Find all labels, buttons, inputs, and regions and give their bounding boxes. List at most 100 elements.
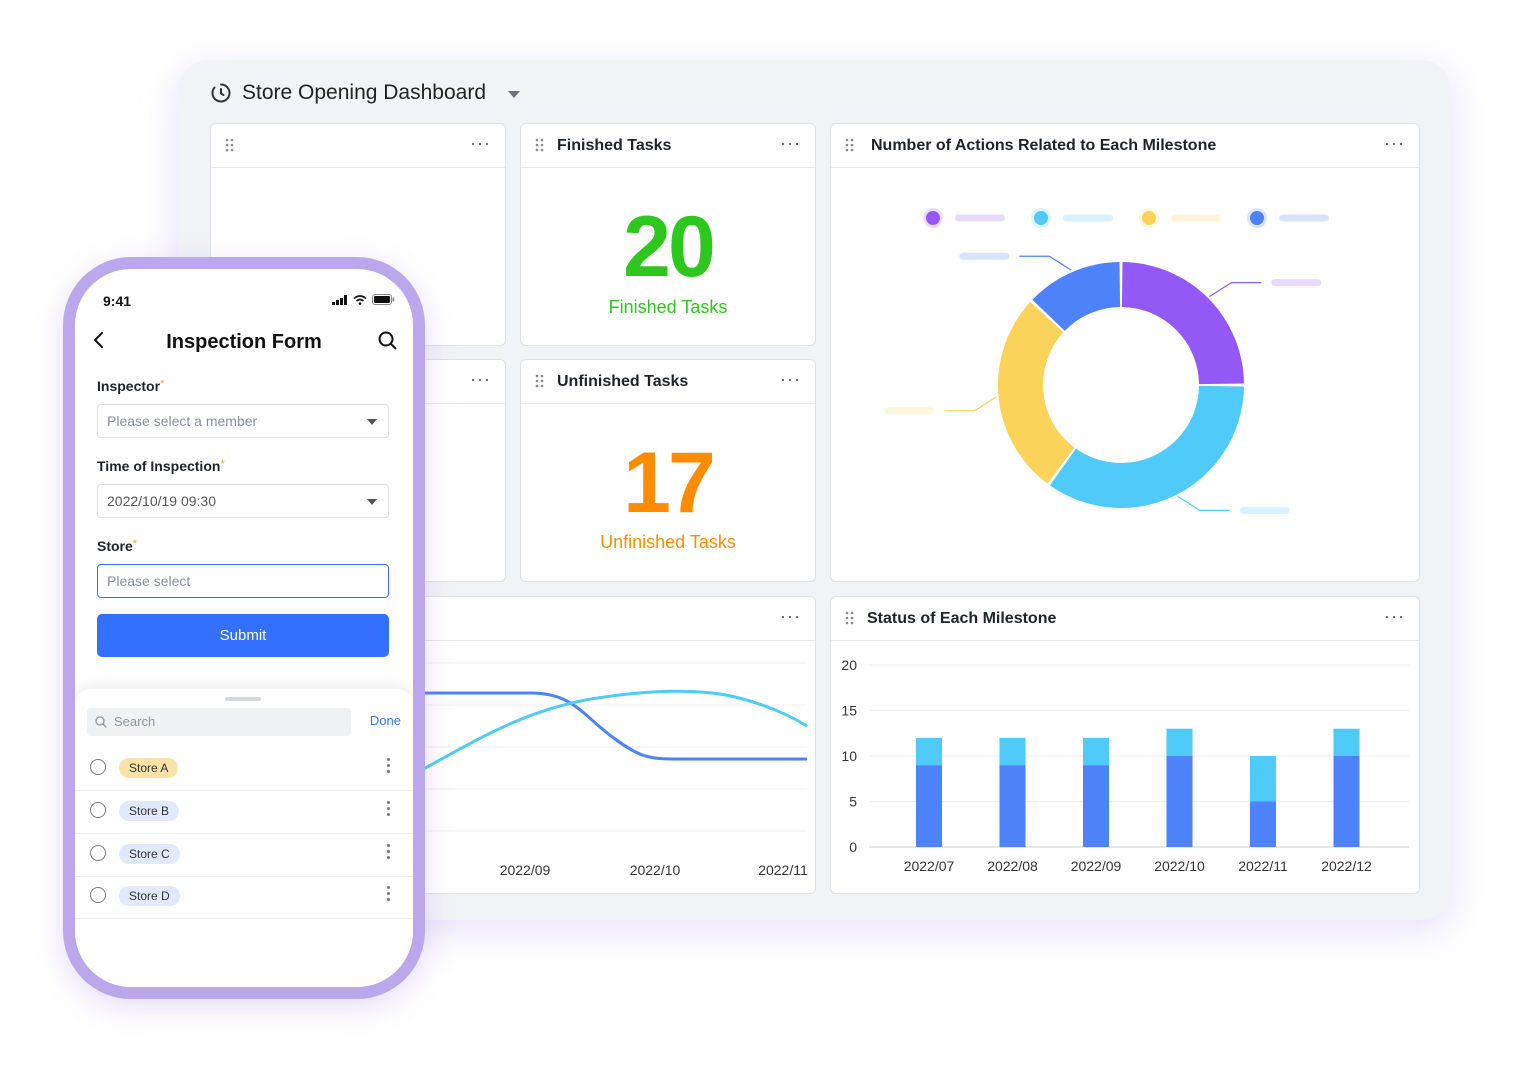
- more-options-icon[interactable]: ···: [780, 133, 801, 153]
- battery-icon: [372, 294, 395, 305]
- bar-y-tick-label: 5: [849, 794, 857, 810]
- list-item[interactable]: Store C: [75, 833, 413, 877]
- drag-handle-icon[interactable]: [845, 138, 855, 152]
- drag-handle-icon[interactable]: [535, 138, 545, 152]
- bar-y-tick-label: 15: [841, 703, 857, 719]
- time-select[interactable]: 2022/10/19 09:30: [97, 484, 389, 518]
- donut-label-placeholder: [1239, 506, 1290, 514]
- line-x-tick-label: 2022/10: [630, 862, 681, 878]
- bar-x-tick-label: 2022/09: [1071, 858, 1122, 874]
- list-item[interactable]: Store B: [75, 790, 413, 834]
- donut-leader-line: [1209, 282, 1262, 298]
- card-milestone-status: Status of Each Milestone ··· 0 5 10 15 20 20…: [830, 596, 1420, 894]
- kebab-menu-icon[interactable]: [387, 758, 391, 776]
- required-marker: *: [160, 378, 165, 390]
- more-options-icon[interactable]: ···: [1384, 606, 1405, 626]
- finished-tasks-label: Finished Tasks: [608, 297, 728, 317]
- bar-chart: 0 5 10 15 20 2022/07 2022/08 2022/09 2022/10 202…: [841, 657, 1409, 874]
- inspector-select[interactable]: Please select a member: [97, 404, 389, 438]
- required-marker: *: [132, 538, 138, 550]
- kebab-menu-icon[interactable]: [387, 886, 391, 904]
- bar-segment: [999, 765, 1026, 847]
- store-tag: Store B: [119, 801, 180, 821]
- card-header: ···: [211, 597, 815, 641]
- card-header: Unfinished Tasks ···: [521, 360, 815, 404]
- search-icon[interactable]: [378, 331, 397, 350]
- drag-handle-icon[interactable]: [845, 611, 855, 625]
- legend-label-placeholder: [955, 214, 1005, 222]
- legend-label-placeholder: [1063, 214, 1113, 222]
- dropdown-arrow-icon: [367, 499, 377, 505]
- donut-leader-line: [944, 396, 997, 412]
- card-header: Number of Actions Related to Each Milest…: [831, 124, 1419, 168]
- picker-search-input[interactable]: Search: [87, 708, 351, 736]
- card-title: Number of Actions Related to Each Milest…: [871, 136, 1217, 154]
- radio-button[interactable]: [90, 759, 106, 775]
- card-unfinished-tasks: Unfinished Tasks ··· 17 Unfinished Tasks: [520, 359, 816, 582]
- donut-slice: [1121, 262, 1244, 385]
- drag-handle-icon[interactable]: [535, 374, 545, 388]
- bar-segment: [916, 765, 942, 847]
- bar-x-tick-label: 2022/12: [1321, 858, 1372, 874]
- unfinished-tasks-label: Unfinished Tasks: [600, 532, 736, 552]
- status-bar-time: 9:41: [103, 293, 132, 309]
- list-item[interactable]: Store A: [75, 747, 413, 791]
- status-bar-icons: [332, 294, 395, 305]
- store-label: Store*: [97, 538, 137, 554]
- bar-segment: [1250, 801, 1276, 847]
- dashboard-header[interactable]: Store Opening Dashboard: [210, 78, 520, 108]
- more-options-icon[interactable]: ···: [780, 606, 801, 626]
- bar-x-tick-label: 2022/07: [904, 858, 955, 874]
- card-header: Status of Each Milestone ···: [831, 597, 1419, 641]
- donut-leader-line: [1177, 495, 1230, 511]
- done-button[interactable]: Done: [369, 713, 401, 728]
- card-header: Finished Tasks ···: [521, 124, 815, 168]
- bar-segment: [1083, 737, 1109, 766]
- card-milestone-actions: Number of Actions Related to Each Milest…: [830, 123, 1420, 582]
- bar-segment: [999, 737, 1026, 766]
- more-options-icon[interactable]: ···: [1384, 133, 1405, 153]
- store-input[interactable]: Please select: [97, 564, 389, 598]
- submit-button[interactable]: Submit: [97, 614, 389, 657]
- donut-slice: [1049, 385, 1244, 508]
- bar-segment: [1083, 765, 1109, 847]
- line-series-path: [390, 689, 808, 788]
- sheet-drag-handle[interactable]: [225, 697, 261, 701]
- inspector-label: Inspector*: [97, 378, 164, 394]
- time-label-text: Time of Inspection: [97, 458, 221, 474]
- donut-label-placeholder: [959, 252, 1010, 260]
- back-chevron-icon[interactable]: [92, 331, 104, 349]
- dashboard-clock-icon: [211, 83, 231, 103]
- unfinished-tasks-value: 17: [623, 435, 716, 531]
- inspector-placeholder: Please select a member: [107, 413, 258, 429]
- store-placeholder: Please select: [107, 573, 191, 589]
- more-options-icon[interactable]: ···: [470, 369, 491, 389]
- line-x-tick-label: 2022/11: [758, 862, 808, 878]
- card-finished-tasks: Finished Tasks ··· 20 Finished Tasks: [520, 123, 816, 346]
- radio-button[interactable]: [90, 802, 106, 818]
- store-tag: Store A: [119, 758, 179, 778]
- bar-segment: [1333, 756, 1360, 847]
- bar-segment: [916, 737, 942, 766]
- phone-screen: 9:41 Inspection Form Inspector* Please s…: [75, 269, 413, 987]
- card-title: Unfinished Tasks: [557, 372, 689, 390]
- radio-button[interactable]: [90, 845, 106, 861]
- dashboard-dropdown-icon[interactable]: [508, 90, 520, 98]
- signal-icon: [332, 294, 347, 305]
- bar-segment: [1166, 728, 1193, 756]
- required-marker: *: [220, 458, 225, 470]
- form-title: Inspection Form: [166, 331, 322, 353]
- kebab-menu-icon[interactable]: [387, 801, 391, 819]
- finished-tasks-value: 20: [623, 199, 716, 295]
- more-options-icon[interactable]: ···: [780, 369, 801, 389]
- line-x-tick-label: 2022/09: [500, 862, 551, 878]
- bar-x-tick-label: 2022/08: [987, 858, 1038, 874]
- donut-chart: [884, 208, 1329, 514]
- more-options-icon[interactable]: ···: [470, 133, 491, 153]
- card-header: ···: [211, 124, 505, 168]
- drag-handle-icon[interactable]: [225, 138, 235, 152]
- kebab-menu-icon[interactable]: [387, 844, 391, 862]
- list-item[interactable]: Store D: [75, 875, 413, 919]
- bar-segment: [1333, 728, 1360, 756]
- radio-button[interactable]: [90, 887, 106, 903]
